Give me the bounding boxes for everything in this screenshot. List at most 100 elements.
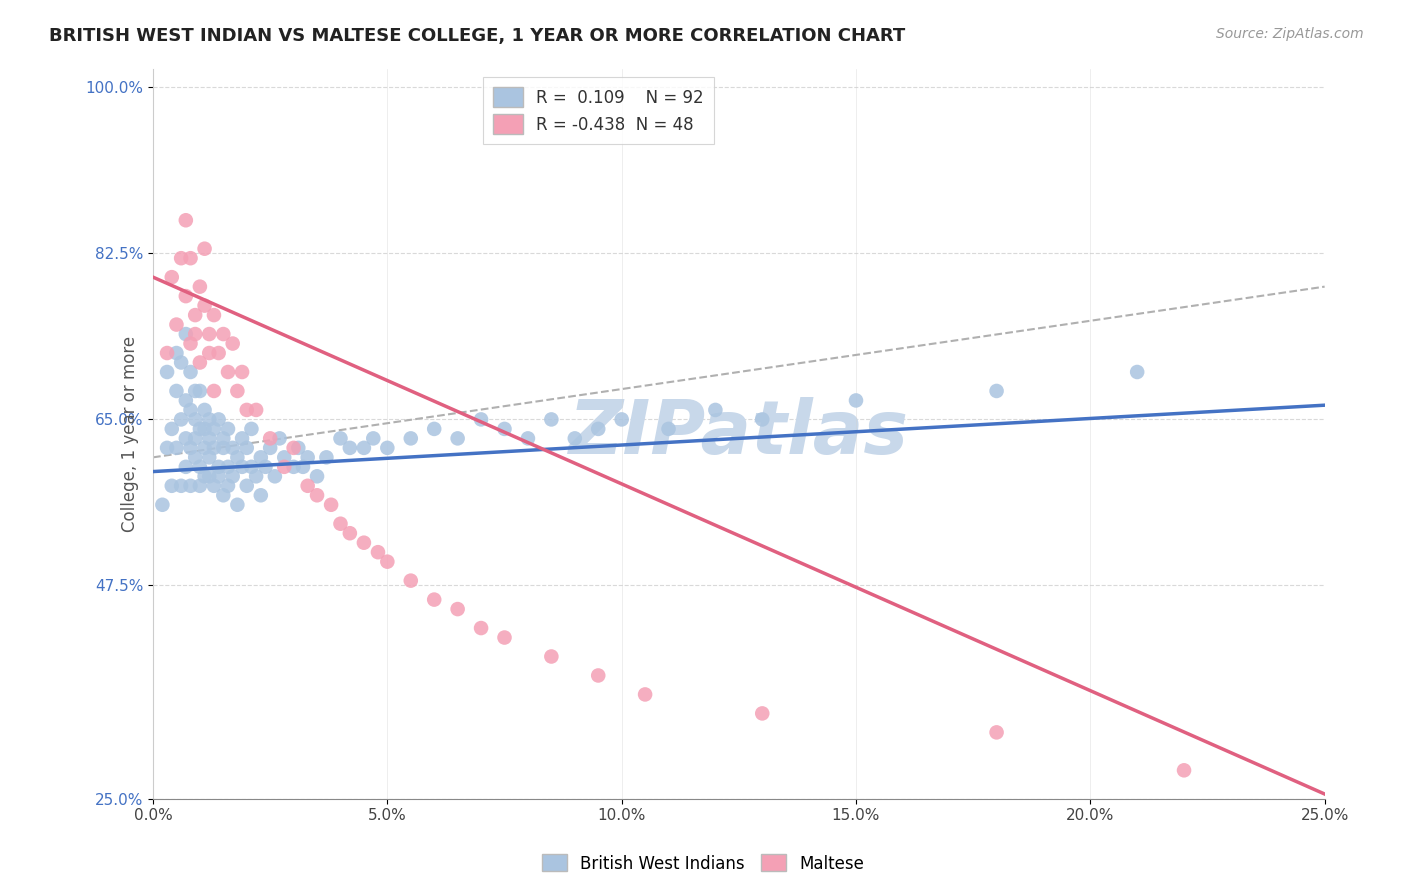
Point [174, 327, 197, 342]
Point [207, 459, 229, 474]
Legend: R =  0.109    N = 92, R = -0.438  N = 48: R = 0.109 N = 92, R = -0.438 N = 48 [482, 77, 714, 145]
Text: Source: ZipAtlas.com: Source: ZipAtlas.com [1216, 27, 1364, 41]
Text: BRITISH WEST INDIAN VS MALTESE COLLEGE, 1 YEAR OR MORE CORRELATION CHART: BRITISH WEST INDIAN VS MALTESE COLLEGE, … [49, 27, 905, 45]
Point [399, 431, 422, 445]
Point [704, 403, 727, 417]
Point [160, 422, 183, 436]
Point [166, 441, 188, 455]
Point [254, 459, 277, 474]
Point [305, 469, 328, 483]
Point [283, 459, 305, 474]
Point [194, 242, 217, 256]
Point [375, 555, 398, 569]
Point [586, 668, 609, 682]
Point [184, 384, 207, 398]
Point [564, 431, 586, 445]
Point [202, 308, 225, 322]
Point [194, 299, 217, 313]
Point [207, 412, 229, 426]
Point [198, 327, 221, 342]
Legend: British West Indians, Maltese: British West Indians, Maltese [534, 847, 872, 880]
Point [446, 431, 468, 445]
Point [494, 631, 516, 645]
Point [259, 431, 281, 445]
Point [170, 251, 193, 265]
Point [305, 488, 328, 502]
Point [217, 459, 239, 474]
Point [235, 403, 257, 417]
Point [540, 649, 562, 664]
Point [470, 412, 492, 426]
Point [166, 318, 188, 332]
Point [198, 412, 221, 426]
Point [540, 412, 562, 426]
Point [235, 479, 257, 493]
Point [231, 459, 253, 474]
Point [751, 706, 773, 721]
Point [470, 621, 492, 635]
Point [198, 346, 221, 360]
Point [231, 431, 253, 445]
Point [174, 431, 197, 445]
Point [516, 431, 538, 445]
Point [634, 688, 657, 702]
Point [273, 450, 295, 465]
Point [610, 412, 633, 426]
Point [217, 479, 239, 493]
Point [986, 384, 1008, 398]
Point [194, 422, 217, 436]
Point [297, 479, 319, 493]
Point [353, 535, 375, 549]
Text: ZIPatlas: ZIPatlas [569, 397, 908, 470]
Point [184, 412, 207, 426]
Point [212, 327, 235, 342]
Point [339, 526, 361, 541]
Point [221, 441, 243, 455]
Point [188, 459, 211, 474]
Point [152, 498, 174, 512]
Point [170, 355, 193, 369]
Point [226, 450, 249, 465]
Point [240, 422, 263, 436]
Point [180, 365, 202, 379]
Point [188, 355, 211, 369]
Point [315, 450, 337, 465]
Point [166, 346, 188, 360]
Point [202, 422, 225, 436]
Point [212, 488, 235, 502]
Point [202, 441, 225, 455]
Point [180, 403, 202, 417]
Point [353, 441, 375, 455]
Point [160, 270, 183, 285]
Point [259, 441, 281, 455]
Point [291, 459, 314, 474]
Point [221, 469, 243, 483]
Point [180, 479, 202, 493]
Point [198, 450, 221, 465]
Point [367, 545, 389, 559]
Point [156, 365, 179, 379]
Point [188, 384, 211, 398]
Point [202, 479, 225, 493]
Point [226, 384, 249, 398]
Point [845, 393, 868, 408]
Point [188, 479, 211, 493]
Point [235, 441, 257, 455]
Point [202, 384, 225, 398]
Point [184, 450, 207, 465]
Point [329, 516, 352, 531]
Point [166, 384, 188, 398]
Point [194, 441, 217, 455]
Point [184, 431, 207, 445]
Y-axis label: College, 1 year or more: College, 1 year or more [121, 335, 139, 532]
Point [174, 213, 197, 227]
Point [446, 602, 468, 616]
Point [657, 422, 679, 436]
Point [249, 488, 271, 502]
Point [240, 459, 263, 474]
Point [184, 327, 207, 342]
Point [423, 422, 446, 436]
Point [494, 422, 516, 436]
Point [217, 365, 239, 379]
Point [273, 459, 295, 474]
